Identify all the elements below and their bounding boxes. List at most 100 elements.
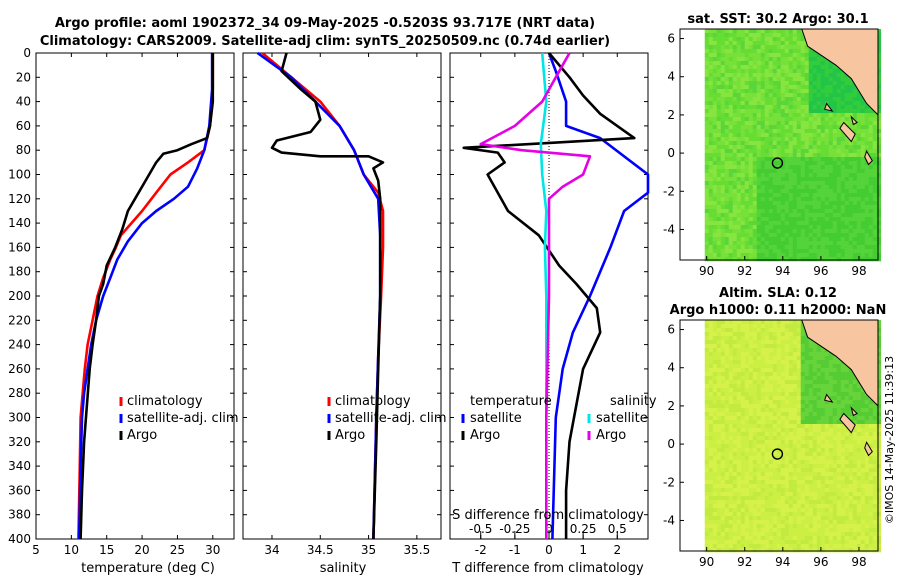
- top-x-tick-label: 0.25: [570, 522, 597, 536]
- legend-left-title: temperature: [470, 394, 552, 409]
- legend-label: climatology: [127, 394, 203, 409]
- x-tick-label: 2: [613, 543, 621, 557]
- series-line-salinity-satellite: [539, 52, 548, 539]
- map-y-tick-label: 4: [667, 361, 675, 375]
- island-coast: [839, 412, 856, 434]
- map-y-tick-label: 6: [667, 32, 675, 46]
- island-coast: [839, 121, 856, 143]
- y-tick-label: 220: [8, 313, 31, 327]
- sla-map-panel: 90 92 94 96 98 -4 -2 0 2 4 6: [663, 319, 882, 569]
- x-tick-label: 20: [134, 543, 149, 557]
- y-tick-label: 260: [8, 362, 31, 376]
- y-tick-label: 160: [8, 240, 31, 254]
- imos-watermark: ©IMOS 14-May-2025 11:39:13: [883, 356, 896, 524]
- legend-label: climatology: [335, 394, 411, 409]
- x-tick-label: 10: [64, 543, 79, 557]
- x-tick-label: 1: [579, 543, 587, 557]
- x-tick-label: 35.5: [403, 543, 430, 557]
- island-coast: [824, 393, 834, 403]
- series-line-satellite-adj.-clim: [77, 53, 214, 540]
- x-tick-label: 15: [99, 543, 114, 557]
- map-y-tick-label: 0: [667, 146, 675, 160]
- top-x-tick-label: 0.5: [608, 522, 627, 536]
- map-y-tick-label: 0: [667, 437, 675, 451]
- legend-label: Argo: [470, 428, 500, 443]
- series-line-Argo: [270, 52, 385, 540]
- map-y-tick-label: 2: [667, 108, 675, 122]
- legend-label: satellite: [596, 411, 648, 426]
- y-tick-label: 320: [8, 435, 31, 449]
- argo-position-marker: [771, 448, 784, 460]
- y-tick-label: 200: [8, 289, 31, 303]
- temperature-panel: 0 20 40 60 80 100 120 140 160 180 200 220 240 260 280 3…: [8, 46, 239, 557]
- x-tick-label: 25: [170, 543, 185, 557]
- salinity-xlabel: salinity: [320, 561, 367, 576]
- series-line-temperature-Argo: [462, 52, 636, 539]
- sla-map-title-line2: Argo h1000: 0.11 h2000: NaN: [670, 303, 887, 318]
- map-y-tick-label: 6: [667, 323, 675, 337]
- y-tick-label: 380: [8, 508, 31, 522]
- plot-frame: [35, 52, 235, 540]
- y-tick-label: 100: [8, 168, 31, 182]
- y-tick-label: 180: [8, 265, 31, 279]
- sla-map-title-line1: Altim. SLA: 0.12: [719, 286, 837, 301]
- plot-frame: [242, 52, 442, 540]
- y-tick-label: 120: [8, 192, 31, 206]
- y-tick-label: 240: [8, 338, 31, 352]
- top-x-tick-label: -0.5: [469, 522, 492, 536]
- y-tick-label: 340: [8, 459, 31, 473]
- series-line-salinity-Argo: [479, 52, 592, 539]
- legend-label: satellite-adj. clim: [127, 411, 239, 426]
- figure-title-line2: Climatology: CARS2009. Satellite-adj cli…: [40, 34, 610, 49]
- map-x-tick-label: 98: [851, 555, 866, 569]
- island-coast: [864, 150, 873, 166]
- legend-label: satellite: [470, 411, 522, 426]
- series-line-temperature-satellite: [547, 52, 650, 540]
- map-y-tick-label: -2: [663, 184, 675, 198]
- x-tick-label: 35: [361, 543, 376, 557]
- sst-map-panel: 90 92 94 96 98 -4 -2 0 2 4 6: [663, 28, 882, 278]
- map-x-tick-label: 90: [699, 264, 714, 278]
- y-tick-label: 0: [23, 46, 31, 60]
- island-coast: [824, 102, 834, 112]
- y-tick-label: 140: [8, 216, 31, 230]
- map-y-tick-label: -4: [663, 222, 675, 236]
- island-coast: [850, 406, 858, 417]
- difference-xlabel: T difference from climatology: [451, 561, 644, 576]
- difference-panel: -2 -1 0 1 2 -0.5 -0.25 0 0.25 0.5 temperature salin…: [449, 52, 657, 557]
- map-x-tick-label: 98: [851, 264, 866, 278]
- y-tick-label: 360: [8, 483, 31, 497]
- legend-right-title: salinity: [610, 394, 657, 409]
- difference-top-axis-label: S difference from climatology: [452, 508, 644, 523]
- map-x-tick-label: 90: [699, 555, 714, 569]
- map-frame: [679, 28, 879, 261]
- figure-title-line1: Argo profile: aoml 1902372_34 09-May-202…: [55, 16, 595, 31]
- map-frame: [679, 319, 879, 552]
- map-x-tick-label: 94: [775, 264, 790, 278]
- map-y-tick-label: -2: [663, 475, 675, 489]
- y-tick-label: 300: [8, 411, 31, 425]
- y-tick-label: 20: [16, 70, 31, 84]
- map-y-tick-label: 2: [667, 399, 675, 413]
- y-tick-label: 60: [16, 119, 31, 133]
- x-tick-label: 0: [545, 543, 553, 557]
- island-coast: [864, 441, 873, 457]
- x-tick-label: 30: [205, 543, 220, 557]
- x-tick-label: 5: [32, 543, 40, 557]
- legend-label: Argo: [335, 428, 365, 443]
- x-tick-label: 34.5: [307, 543, 334, 557]
- map-y-tick-label: -4: [663, 513, 675, 527]
- map-x-tick-label: 92: [737, 264, 752, 278]
- x-tick-label: -2: [475, 543, 487, 557]
- legend-label: Argo: [596, 428, 626, 443]
- island-coast: [850, 115, 858, 126]
- map-x-tick-label: 94: [775, 555, 790, 569]
- map-y-tick-label: 4: [667, 70, 675, 84]
- y-tick-label: 280: [8, 386, 31, 400]
- sst-map-title: sat. SST: 30.2 Argo: 30.1: [687, 12, 868, 27]
- map-x-tick-label: 96: [813, 555, 828, 569]
- series-line-Argo: [79, 53, 215, 540]
- y-tick-label: 400: [8, 532, 31, 546]
- map-x-tick-label: 92: [737, 555, 752, 569]
